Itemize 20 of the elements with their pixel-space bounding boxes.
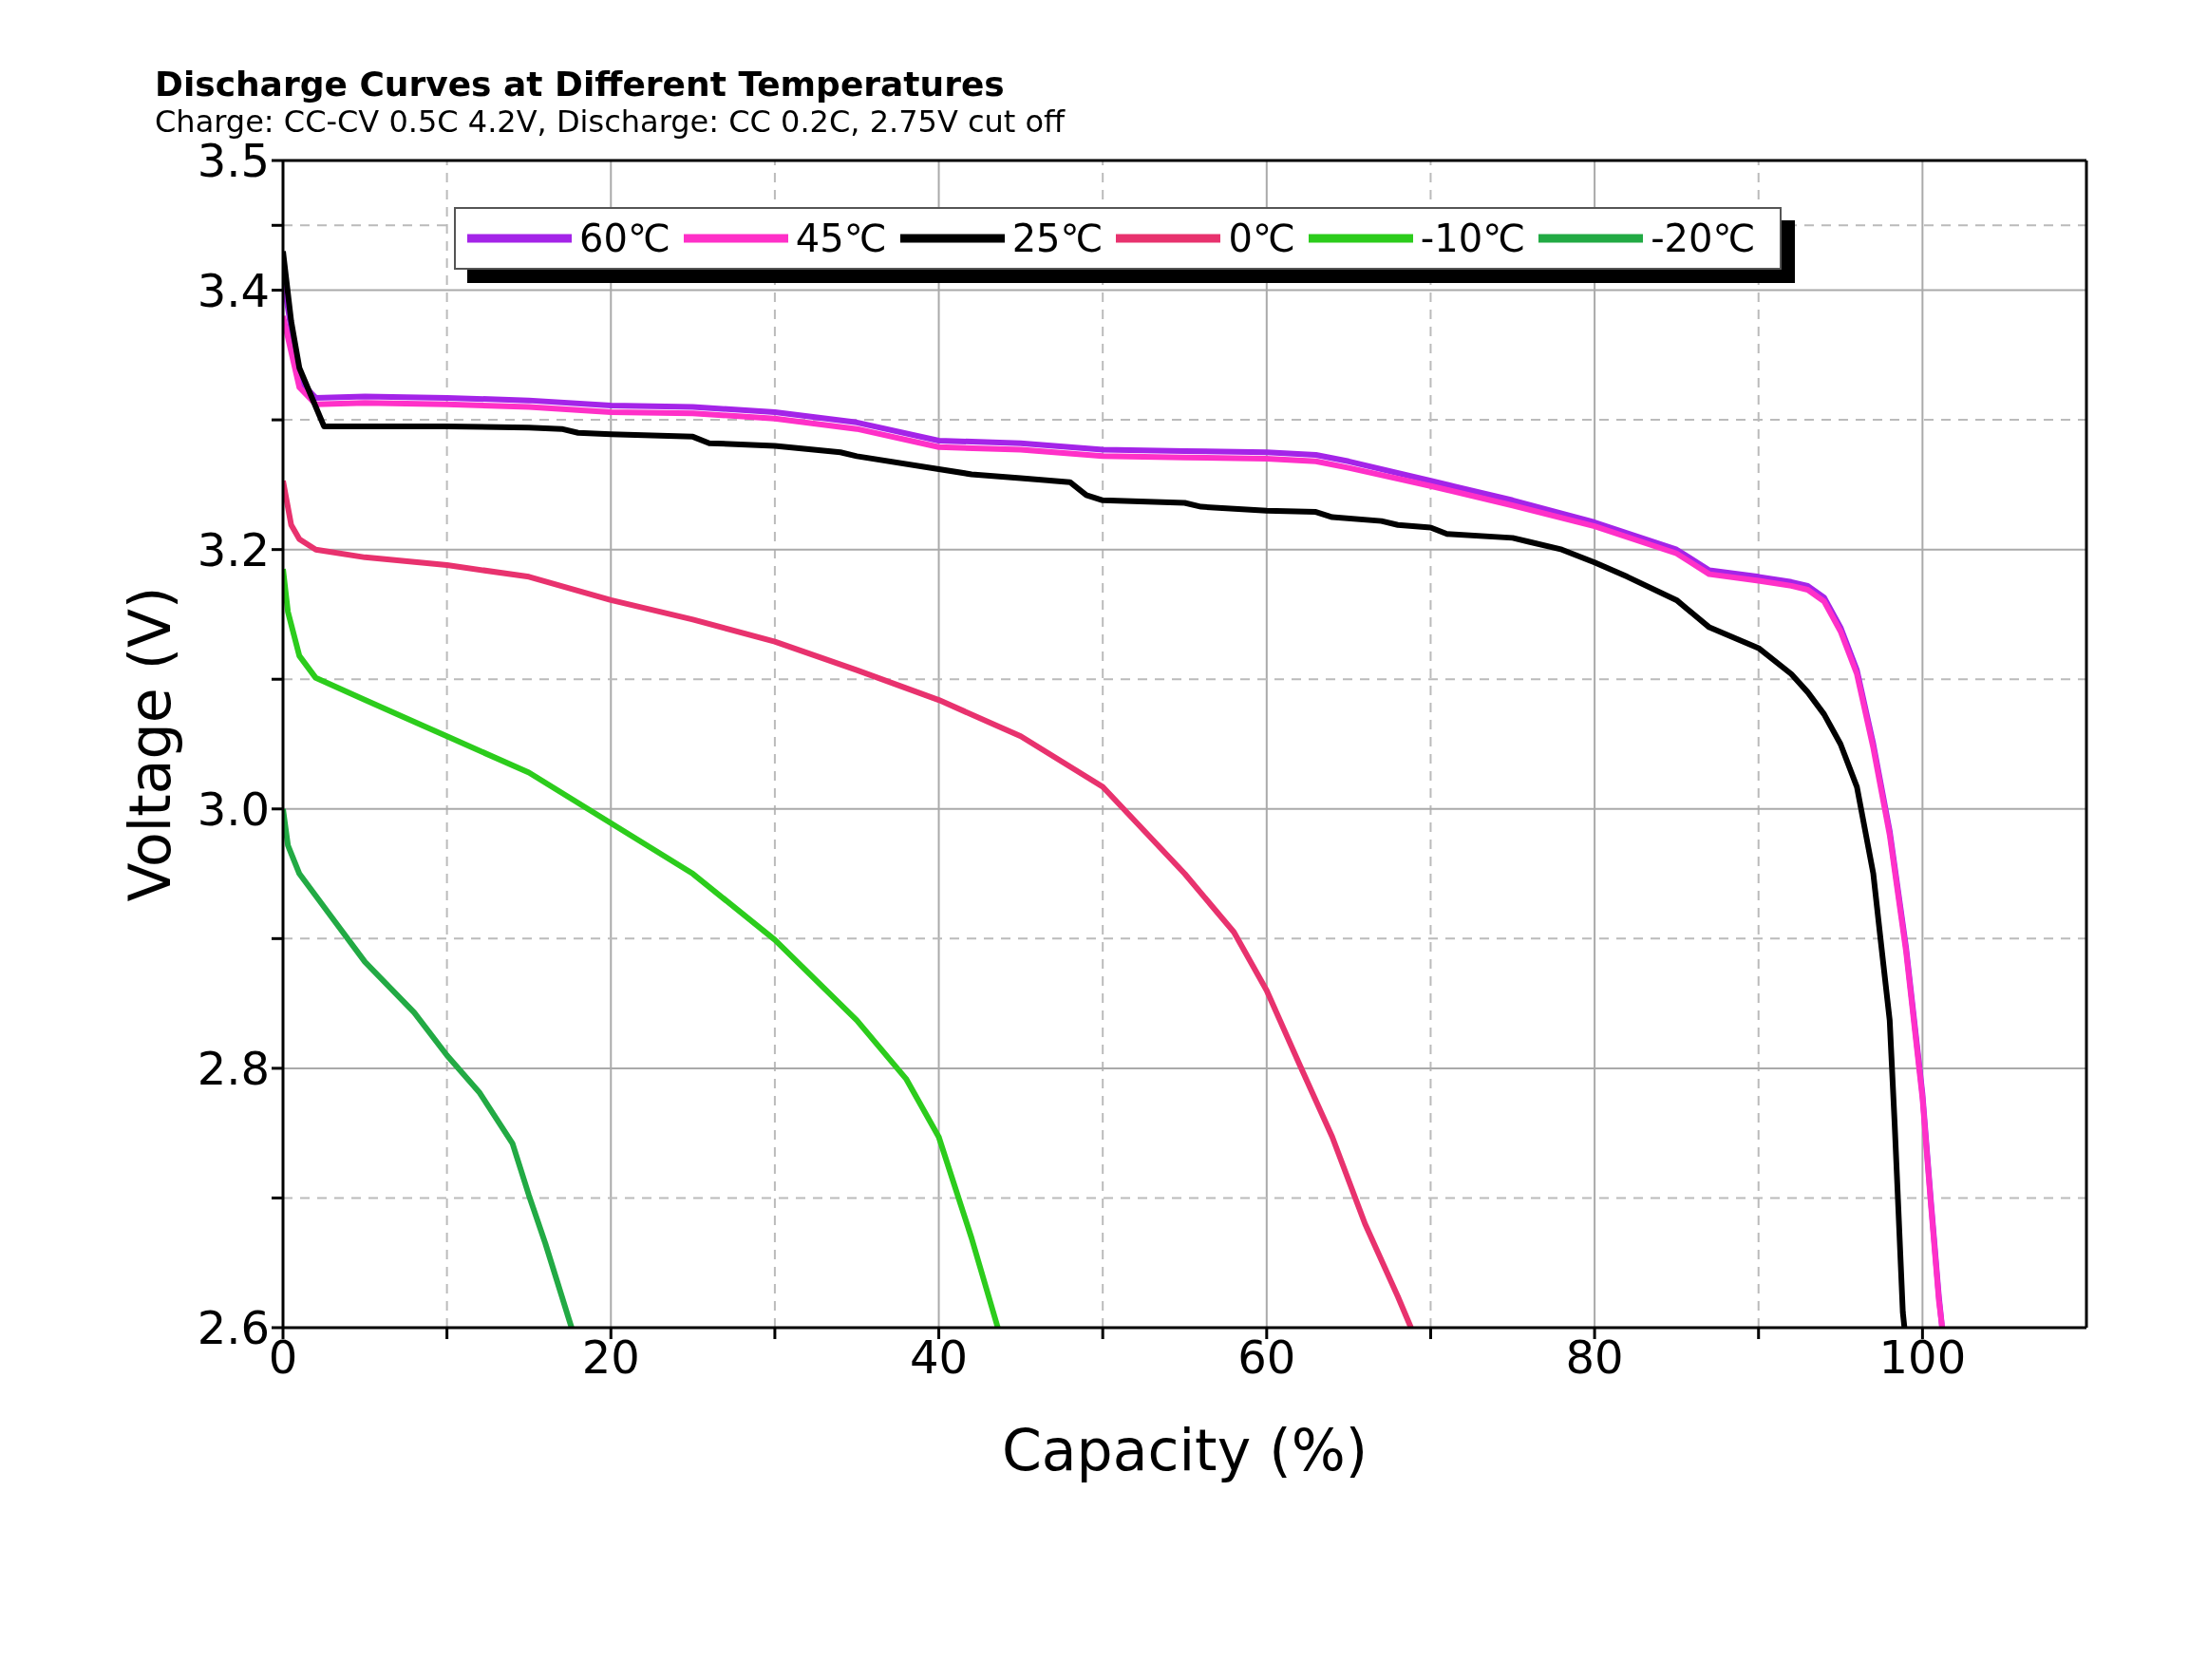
- y-tick-label: 3.2: [197, 522, 270, 576]
- legend-label: 25℃: [1011, 217, 1104, 260]
- x-tick-label: 20: [581, 1331, 640, 1385]
- legend-label: -20℃: [1651, 217, 1756, 260]
- legend-label: 60℃: [579, 217, 670, 260]
- x-tick-label: 100: [1878, 1331, 1967, 1385]
- x-axis-title: Capacity (%): [1001, 1417, 1368, 1483]
- chart-title: Discharge Curves at Different Temperatures: [155, 65, 1006, 104]
- y-tick-label: 2.8: [197, 1041, 270, 1095]
- y-tick-label: 3.4: [197, 263, 270, 317]
- legend-label: 45℃: [795, 217, 887, 260]
- x-tick-label: 60: [1237, 1331, 1296, 1385]
- x-tick-label: 80: [1565, 1331, 1624, 1385]
- legend-label: -10℃: [1420, 217, 1526, 260]
- y-tick-label: 2.6: [197, 1301, 270, 1355]
- x-tick-label: 0: [268, 1331, 298, 1385]
- y-axis-title: Voltage (V): [117, 586, 184, 902]
- y-tick-label: 3.0: [197, 782, 270, 836]
- x-tick-label: 40: [910, 1331, 969, 1385]
- legend-label: 0℃: [1228, 217, 1295, 260]
